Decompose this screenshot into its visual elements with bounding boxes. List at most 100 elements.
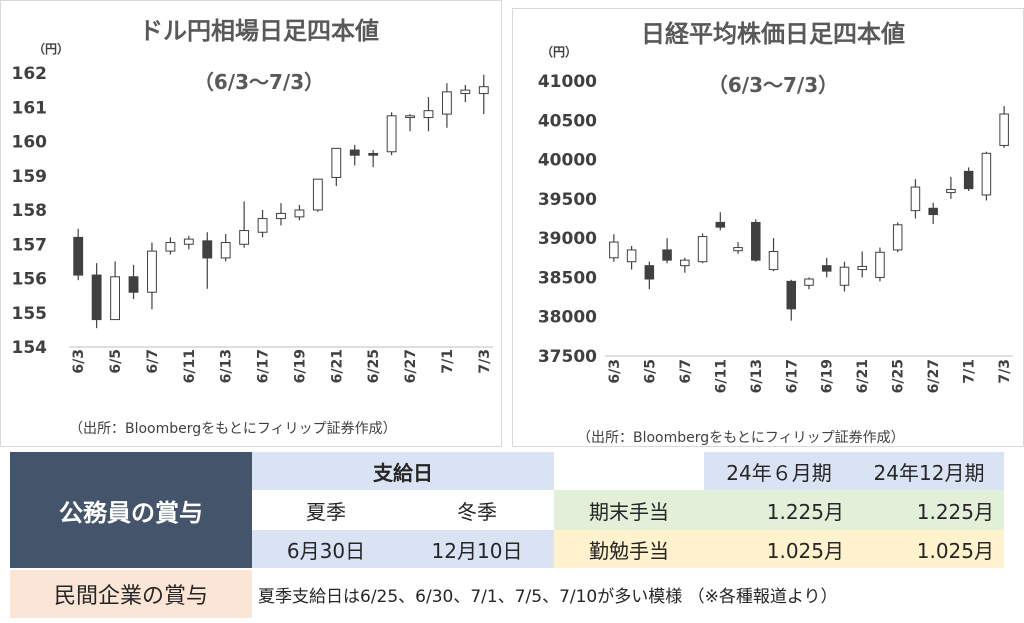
x-tick-label: 6/3 — [607, 359, 623, 384]
source-note: （出所：Bloombergをもとにフィリップ証券作成） — [69, 421, 397, 437]
usdjpy-chart: ドル円相場日足四本値 （6/3～7/3） （円） （出所：Bloombergをも… — [12, 17, 493, 437]
y-axis: 37500 38000 38500 39000 39500 40000 40500 41000 — [538, 72, 1013, 367]
candle-body — [368, 152, 379, 156]
candle-body — [946, 188, 956, 194]
candle — [662, 238, 672, 264]
candle-body — [423, 110, 434, 119]
candle — [680, 257, 690, 273]
x-tick-label: 6/21 — [855, 359, 871, 393]
winter-date: 12月10日 — [400, 530, 554, 568]
candle — [91, 263, 102, 329]
candle — [839, 261, 850, 292]
y-tick-label: 41000 — [538, 72, 597, 92]
candle — [804, 277, 814, 290]
x-tick-label: 6/27 — [403, 349, 419, 383]
candle — [644, 261, 655, 290]
x-tick-label: 6/19 — [292, 349, 308, 383]
candle — [821, 257, 832, 278]
nikkei-chart: 日経平均株価日足四本値 （6/3～7/3） （円） （出所：Bloombergを… — [538, 20, 1013, 446]
y-unit-label: （円） — [33, 41, 69, 56]
candle — [478, 74, 489, 115]
summer-date: 6月30日 — [252, 530, 400, 568]
candle — [768, 238, 779, 272]
candle — [999, 106, 1009, 148]
blank-header-cell — [554, 452, 704, 490]
candle-body — [183, 238, 194, 245]
y-tick-label: 160 — [12, 133, 48, 153]
x-tick-label: 6/17 — [256, 349, 272, 383]
year-end-dec-value: 1.225月 — [854, 490, 1004, 530]
candle-body — [609, 241, 619, 259]
candle — [405, 114, 415, 132]
candle-body — [73, 236, 84, 276]
candle-body — [257, 218, 268, 233]
y-tick-label: 161 — [12, 98, 48, 118]
candle — [220, 233, 231, 262]
candle — [981, 151, 992, 201]
candle — [423, 96, 434, 132]
candle-body — [147, 250, 157, 293]
candle-body — [626, 249, 637, 263]
candle — [609, 234, 619, 262]
x-tick-label: 6/7 — [145, 349, 161, 374]
x-axis: 6/3 6/5 6/7 6/11 6/13 6/17 6/19 6/21 6/25 6/27 7/1… — [607, 359, 1013, 393]
bonus-table: 公務員の賞与 支給日 夏季 冬季 6月30日 12月10日 24年６月期 24年… — [0, 452, 1024, 623]
x-tick-label: 6/13 — [219, 349, 235, 383]
x-axis: 6/3 6/5 6/7 6/11 6/13 6/17 6/19 6/21 6/25 6/27 7/1… — [71, 349, 493, 383]
private-bonus-label: 民間企業の賞与 — [10, 570, 252, 618]
y-tick-label: 156 — [12, 270, 48, 290]
chart-title: ドル円相場日足四本値 — [139, 17, 379, 45]
candle-body — [202, 240, 213, 259]
x-tick-label: 7/1 — [962, 359, 978, 384]
candle-body — [128, 276, 139, 293]
x-tick-label: 6/3 — [71, 349, 87, 374]
x-tick-label: 6/13 — [749, 359, 765, 393]
candle — [276, 203, 286, 226]
candle-body — [276, 212, 286, 220]
candle-body — [460, 89, 471, 95]
candle-body — [312, 178, 323, 211]
y-tick-label: 157 — [12, 235, 48, 255]
y-tick-label: 38000 — [538, 308, 597, 328]
candle — [733, 242, 743, 254]
y-tick-label: 37500 — [538, 347, 597, 367]
col-header-dec: 24年12月期 — [854, 452, 1004, 490]
candle-body — [981, 152, 992, 196]
x-tick-label: 6/25 — [891, 359, 907, 393]
candle — [239, 201, 250, 248]
private-bonus-note: 夏季支給日は6/25、6/30、7/1、7/5、7/10が多い模様 （※各種報道… — [252, 570, 1004, 618]
candle — [147, 242, 157, 310]
candle-body — [715, 221, 726, 228]
x-tick-label: 6/17 — [784, 359, 800, 393]
x-tick-label: 6/27 — [926, 359, 942, 393]
y-tick-label: 154 — [12, 338, 48, 358]
source-note: （出所：Bloombergをもとにフィリップ証券作成） — [577, 430, 905, 446]
candle-body — [892, 224, 903, 251]
candle — [910, 179, 921, 219]
candle — [386, 112, 397, 156]
candle — [441, 83, 452, 128]
candle — [110, 261, 121, 321]
candle — [257, 210, 268, 238]
y-tick-label: 155 — [12, 304, 48, 324]
candle — [312, 178, 323, 212]
x-tick-label: 6/25 — [366, 349, 382, 383]
candle-body — [441, 91, 452, 115]
candle-body — [405, 115, 415, 119]
candle-body — [331, 147, 342, 178]
candle-body — [821, 265, 832, 272]
candle — [349, 144, 360, 166]
y-tick-label: 158 — [12, 201, 48, 221]
candle — [294, 204, 305, 221]
nikkei-chart-panel: 日経平均株価日足四本値 （6/3～7/3） （円） （出所：Bloombergを… — [512, 8, 1024, 447]
y-axis: 154 155 156 157 158 159 160 161 162 — [12, 64, 493, 358]
candle — [857, 251, 867, 278]
candle-body — [478, 86, 489, 95]
candle-body — [644, 265, 655, 280]
x-tick-label: 6/7 — [678, 359, 694, 384]
x-tick-label: 7/3 — [477, 349, 493, 374]
candles — [73, 74, 489, 329]
y-tick-label: 162 — [12, 64, 48, 84]
year-end-jun-value: 1.225月 — [704, 490, 854, 530]
candle — [946, 176, 956, 199]
